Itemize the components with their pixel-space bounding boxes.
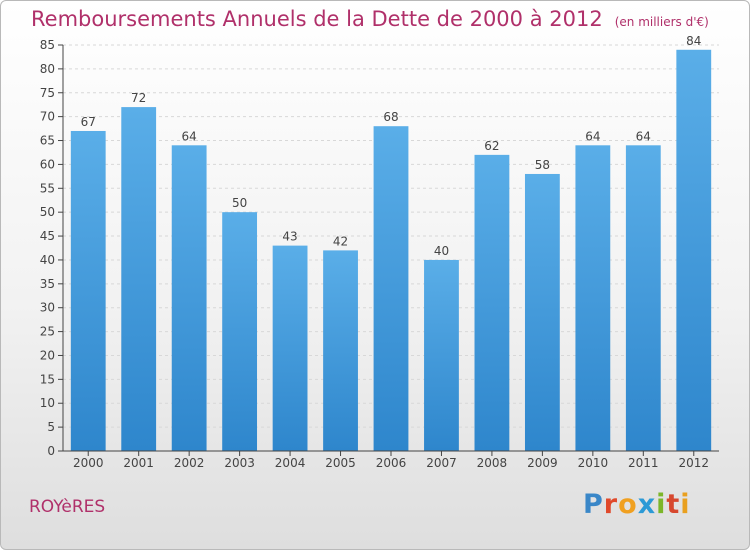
chart-title-block: Remboursements Annuels de la Dette de 20…: [31, 7, 709, 31]
y-tick-label: 35: [40, 277, 55, 291]
data-label: 84: [686, 34, 701, 48]
logo-letter: i: [656, 489, 667, 520]
logo-letter: i: [680, 489, 691, 520]
x-tick-label: 2010: [578, 456, 609, 470]
y-tick-label: 0: [47, 444, 55, 458]
x-tick-label: 2006: [376, 456, 407, 470]
data-label: 50: [232, 196, 247, 210]
bar: [424, 259, 459, 451]
y-tick-label: 25: [40, 325, 55, 339]
y-tick-label: 40: [40, 253, 55, 267]
data-label: 42: [333, 234, 348, 248]
y-tick-label: 65: [40, 134, 55, 148]
logo-letter: P: [583, 489, 604, 520]
axes: [58, 44, 719, 456]
x-tick-label: 2007: [426, 456, 457, 470]
y-tick-label: 50: [40, 205, 55, 219]
y-tick-label: 85: [40, 38, 55, 52]
bar: [121, 107, 157, 451]
y-tick-label: 15: [40, 372, 55, 386]
bar: [575, 145, 611, 451]
bar: [524, 173, 560, 451]
y-tick-label: 60: [40, 157, 55, 171]
data-label: 64: [182, 129, 197, 143]
bar: [625, 145, 661, 451]
bar: [676, 49, 712, 452]
x-tick-label: 2003: [224, 456, 255, 470]
bar: [70, 130, 106, 451]
x-tick-label: 2008: [477, 456, 508, 470]
x-tick-label: 2009: [527, 456, 558, 470]
bar: [373, 126, 409, 451]
bar: [171, 145, 207, 451]
x-tick-label: 2000: [73, 456, 104, 470]
x-tick-label: 2012: [678, 456, 709, 470]
x-tick-label: 2001: [123, 456, 154, 470]
bars: [70, 49, 712, 452]
y-tick-label: 80: [40, 62, 55, 76]
chart-title: Remboursements Annuels de la Dette de 20…: [31, 7, 603, 31]
proxiti-logo[interactable]: Proxiti: [583, 489, 691, 520]
x-tick-label: 2005: [325, 456, 356, 470]
x-tick-label: 2011: [628, 456, 659, 470]
bar: [272, 245, 308, 451]
commune-name: ROYèRES: [29, 497, 106, 517]
y-tick-label: 10: [40, 396, 55, 410]
x-tick-label: 2002: [174, 456, 205, 470]
y-tick-label: 55: [40, 181, 55, 195]
logo-letter: o: [618, 489, 638, 520]
data-label: 67: [81, 115, 96, 129]
data-label: 68: [383, 110, 398, 124]
y-tick-label: 70: [40, 110, 55, 124]
bar: [222, 212, 258, 451]
y-tick-label: 45: [40, 229, 55, 243]
y-tick-label: 5: [47, 420, 55, 434]
y-tick-label: 30: [40, 301, 55, 315]
data-label: 72: [131, 91, 146, 105]
y-tick-label: 20: [40, 348, 55, 362]
bar: [323, 250, 358, 451]
bar: [474, 154, 510, 451]
data-label: 64: [585, 129, 600, 143]
data-label: 58: [535, 158, 550, 172]
logo-letter: t: [666, 489, 681, 520]
data-label: 64: [636, 129, 651, 143]
x-tick-label: 2004: [275, 456, 306, 470]
data-label: 62: [484, 139, 499, 153]
y-tick-label: 75: [40, 86, 55, 100]
logo-letter: x: [637, 489, 657, 520]
data-label: 40: [434, 244, 449, 258]
labels: 0 5 10 15 20 25 30 35 40 45 50 55 60 65 70 75 80 85 2000 67…: [40, 34, 709, 470]
data-label: 43: [282, 230, 297, 244]
chart-unit: (en milliers d'€): [614, 15, 709, 29]
logo-letter: r: [603, 489, 619, 520]
